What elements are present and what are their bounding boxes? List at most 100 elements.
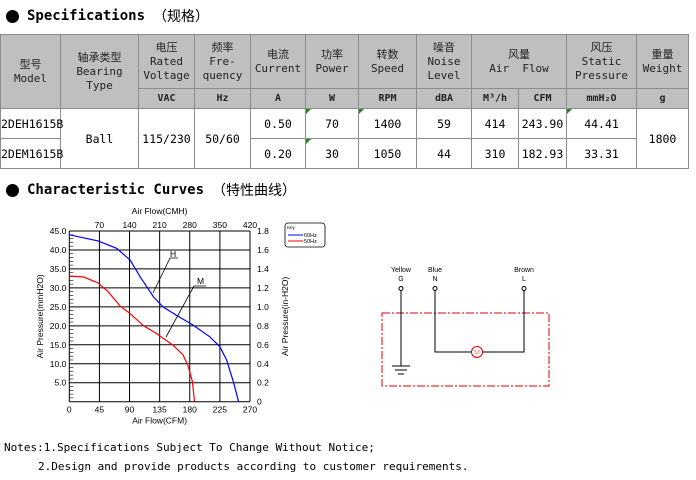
x2-tick-label: 70 <box>95 220 105 230</box>
y2-tick-label: 0.4 <box>257 359 269 369</box>
x2-tick-label: 210 <box>153 220 167 230</box>
header-current: 电流 Current <box>250 34 306 89</box>
header-noise: 噪音 Noise Level <box>416 34 472 89</box>
terminal-label-g: G <box>398 276 403 283</box>
series-line-50hz <box>69 275 196 402</box>
terminal-label-l: L <box>522 276 526 283</box>
header-pressure: 风压 Static Pressure <box>566 34 638 89</box>
wire-label-yellow: Yellow <box>391 267 412 274</box>
bullet-icon <box>6 183 19 197</box>
frequency-cell: 50/60 <box>194 108 251 169</box>
unit: g <box>636 88 690 109</box>
annotation-leader-h <box>152 257 178 294</box>
y2-tick-label: 1.8 <box>257 226 269 236</box>
note-2: 2.Design and provide products according … <box>38 460 469 473</box>
y2-tick-label: 1.6 <box>257 245 269 255</box>
voltage-cell: 115/230 <box>138 108 195 169</box>
model-cell: 2DEH1615B <box>0 108 63 139</box>
header-bearing: 轴承类型 Bearing Type <box>60 34 139 109</box>
y2-tick-label: 0.8 <box>257 321 269 331</box>
weight-cell: 1800 <box>636 108 690 169</box>
unit: W <box>305 88 359 109</box>
wire-label-brown: Brown <box>514 267 534 274</box>
motor-icon <box>471 346 483 358</box>
speed-cell: 1400 <box>358 108 417 139</box>
legend-title: Key <box>287 225 296 230</box>
unit: mmH₂O <box>566 88 638 109</box>
x-tick-label: 90 <box>125 405 135 415</box>
current-cell: 0.20 <box>250 138 306 169</box>
note-1: Notes:1.Specifications Subject To Change… <box>4 441 375 454</box>
m3h-cell: 414 <box>471 108 519 139</box>
header-power: 功率 Power <box>305 34 359 89</box>
y-tick-label: 10.0 <box>50 359 67 369</box>
y-tick-label: 35.0 <box>50 264 67 274</box>
m3h-cell: 310 <box>471 138 519 169</box>
x2-tick-label: 140 <box>122 220 136 230</box>
legend-label: 60Hz <box>304 233 317 239</box>
table-row: 2DEM1615B 0.20 30 1050 44 310 182.93 33.… <box>0 138 689 169</box>
x-tick-label: 135 <box>153 405 167 415</box>
terminal-icon <box>432 286 438 291</box>
motor-label: M <box>474 350 480 357</box>
header-weight: 重量 Weight <box>636 34 690 89</box>
wire-label-blue: Blue <box>428 267 442 274</box>
unit: M³/h <box>471 88 519 109</box>
y-tick-label: 15.0 <box>50 340 67 350</box>
y2-tick-label: 1.0 <box>257 302 269 312</box>
x-tick-label: 45 <box>95 405 105 415</box>
header-voltage: 电压 Rated Voltage <box>138 34 195 89</box>
x-tick-label: 180 <box>183 405 197 415</box>
annotation-h: H <box>170 249 176 259</box>
unit: CFM <box>517 88 568 109</box>
header-speed: 转数 Speed <box>358 34 417 89</box>
unit: dBA <box>416 88 472 109</box>
cfm-cell: 243.90 <box>517 108 568 139</box>
y-tick-label: 45.0 <box>50 226 67 236</box>
x2-tick-label: 350 <box>213 220 227 230</box>
unit: RPM <box>358 88 417 109</box>
x-axis-title: Air Flow(CFM) <box>132 416 187 426</box>
speed-cell: 1050 <box>358 138 417 169</box>
specifications-table: 型号 Model 轴承类型 Bearing Type 电压 Rated Voltage… <box>0 34 690 169</box>
header-frequency: 频率 Fre-quency <box>194 34 251 89</box>
x-tick-label: 0 <box>67 405 72 415</box>
legend-label: 50Hz <box>304 239 317 245</box>
bullet-icon <box>6 9 19 23</box>
specifications-heading: Specifications （规格） <box>6 6 209 26</box>
y-tick-label: 25.0 <box>50 302 67 312</box>
series-line-60hz <box>69 234 240 402</box>
y2-tick-label: 0.2 <box>257 378 269 388</box>
x-tick-label: 225 <box>213 405 227 415</box>
y2-axis-title: Air Pressure(in-H2O) <box>280 277 290 357</box>
header-model: 型号 Model <box>0 34 61 109</box>
model-cell: 2DEM1615B <box>0 138 63 169</box>
pressure-cell: 33.31 <box>566 138 638 169</box>
current-cell: 0.50 <box>250 108 306 139</box>
annotation-leader-m <box>165 285 206 338</box>
cfm-cell: 182.93 <box>517 138 568 169</box>
wire <box>400 290 525 366</box>
terminal-label-n: N <box>432 276 437 283</box>
fan-housing-outline <box>381 312 550 387</box>
y2-tick-label: 0 <box>257 397 262 407</box>
power-cell: 30 <box>305 138 359 169</box>
curves-heading: Characteristic Curves （特性曲线） <box>6 180 296 200</box>
terminal-icon <box>521 286 527 291</box>
unit: VAC <box>138 88 195 109</box>
x2-axis-title: Air Flow(CMH) <box>132 206 188 216</box>
y-tick-label: 40.0 <box>50 245 67 255</box>
bearing-cell: Ball <box>60 108 139 169</box>
noise-cell: 44 <box>416 138 472 169</box>
x2-tick-label: 420 <box>243 220 257 230</box>
annotation-m: M <box>197 276 204 286</box>
noise-cell: 59 <box>416 108 472 139</box>
x2-tick-label: 280 <box>183 220 197 230</box>
unit: Hz <box>194 88 251 109</box>
y-axis-title: Air Pressure(mmH2O) <box>35 274 45 358</box>
header-row: 型号 Model 轴承类型 Bearing Type 电压 Rated Voltage… <box>0 34 690 109</box>
pressure-cell: 44.41 <box>566 108 638 139</box>
y-tick-label: 20.0 <box>50 321 67 331</box>
unit: A <box>250 88 306 109</box>
legend-box <box>284 222 326 248</box>
